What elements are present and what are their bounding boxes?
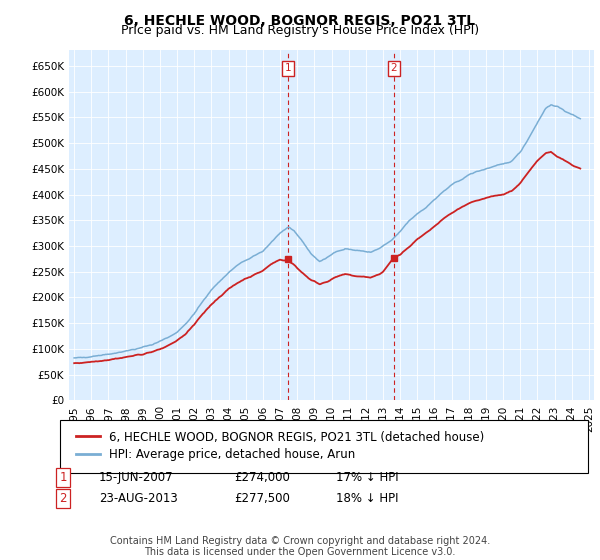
Text: 1: 1: [284, 63, 291, 73]
Text: 23-AUG-2013: 23-AUG-2013: [99, 492, 178, 505]
Text: 6, HECHLE WOOD, BOGNOR REGIS, PO21 3TL: 6, HECHLE WOOD, BOGNOR REGIS, PO21 3TL: [124, 14, 476, 28]
Text: 18% ↓ HPI: 18% ↓ HPI: [336, 492, 398, 505]
Text: £277,500: £277,500: [234, 492, 290, 505]
Text: Price paid vs. HM Land Registry's House Price Index (HPI): Price paid vs. HM Land Registry's House …: [121, 24, 479, 36]
Text: 1: 1: [59, 470, 67, 484]
FancyBboxPatch shape: [60, 420, 588, 473]
Text: 15-JUN-2007: 15-JUN-2007: [99, 470, 173, 484]
Text: 17% ↓ HPI: 17% ↓ HPI: [336, 470, 398, 484]
Text: 2: 2: [59, 492, 67, 505]
Legend: 6, HECHLE WOOD, BOGNOR REGIS, PO21 3TL (detached house), HPI: Average price, det: 6, HECHLE WOOD, BOGNOR REGIS, PO21 3TL (…: [71, 426, 489, 466]
Text: £274,000: £274,000: [234, 470, 290, 484]
Text: 2: 2: [391, 63, 397, 73]
Text: Contains HM Land Registry data © Crown copyright and database right 2024.
This d: Contains HM Land Registry data © Crown c…: [110, 535, 490, 557]
